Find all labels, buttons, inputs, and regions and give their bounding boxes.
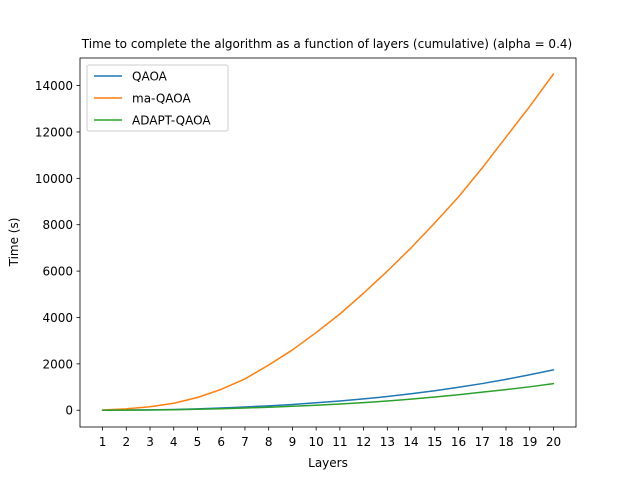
x-tick-label: 15 bbox=[427, 435, 442, 449]
y-tick-label: 0 bbox=[65, 404, 73, 418]
x-tick-label: 9 bbox=[289, 435, 297, 449]
x-axis-label: Layers bbox=[308, 456, 348, 470]
y-axis: 0 2000 4000 6000 8000 10000 12000 14000 bbox=[35, 79, 80, 418]
x-tick-label: 16 bbox=[451, 435, 466, 449]
y-tick-label: 10000 bbox=[35, 172, 73, 186]
x-tick-label: 17 bbox=[475, 435, 490, 449]
legend: QAOA ma-QAOA ADAPT-QAOA bbox=[86, 64, 229, 132]
series-line-ma-qaoa bbox=[101, 73, 555, 411]
x-tick-label: 14 bbox=[403, 435, 418, 449]
x-tick-label: 13 bbox=[380, 435, 395, 449]
x-tick-label: 20 bbox=[546, 435, 561, 449]
y-tick-label: 6000 bbox=[42, 265, 73, 279]
series-line-adapt-qaoa bbox=[101, 382, 555, 411]
x-tick-label: 1 bbox=[99, 435, 107, 449]
x-axis: 1 2 3 4 5 6 7 8 9 10 11 12 13 14 15 16 17 18 19 20 bbox=[99, 427, 561, 449]
series-layer bbox=[101, 73, 555, 411]
y-tick-label: 8000 bbox=[42, 218, 73, 232]
axes-frame bbox=[79, 57, 577, 428]
x-tick-label: 8 bbox=[265, 435, 273, 449]
legend-items: QAOA ma-QAOA ADAPT-QAOA bbox=[94, 70, 211, 128]
x-tick-label: 7 bbox=[241, 435, 249, 449]
x-tick-label: 12 bbox=[356, 435, 371, 449]
x-tick-label: 4 bbox=[170, 435, 178, 449]
legend-label: QAOA bbox=[132, 70, 168, 84]
y-tick-label: 2000 bbox=[42, 357, 73, 371]
legend-label: ADAPT-QAOA bbox=[132, 114, 211, 128]
y-tick-label: 4000 bbox=[42, 311, 73, 325]
legend-box bbox=[86, 64, 229, 132]
x-tick-label: 18 bbox=[498, 435, 513, 449]
legend-label: ma-QAOA bbox=[132, 92, 191, 106]
x-tick-label: 3 bbox=[146, 435, 154, 449]
x-tick-label: 10 bbox=[308, 435, 323, 449]
plot-area: 1 2 3 4 5 6 7 8 9 10 11 12 13 14 15 16 17 18 19 20 02000400… bbox=[35, 57, 577, 449]
chart-title: Time to complete the algorithm as a func… bbox=[81, 37, 572, 51]
x-tick-label: 6 bbox=[217, 435, 225, 449]
x-tick-label: 11 bbox=[332, 435, 347, 449]
y-tick-label: 12000 bbox=[35, 125, 73, 139]
x-tick-label: 5 bbox=[194, 435, 202, 449]
x-tick-label: 19 bbox=[522, 435, 537, 449]
x-tick-label: 2 bbox=[122, 435, 130, 449]
y-tick-label: 14000 bbox=[35, 79, 73, 93]
y-axis-label: Time (s) bbox=[7, 218, 21, 268]
